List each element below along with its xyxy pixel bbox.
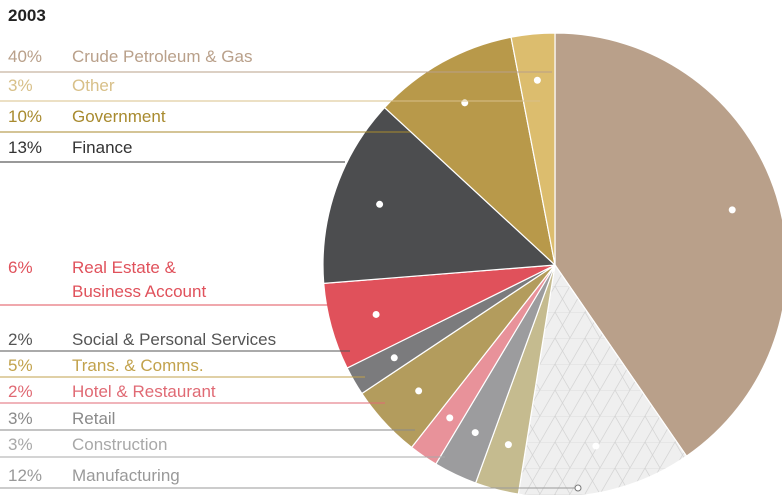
legend-percent: 3%: [8, 76, 33, 95]
pie-slice: [322, 106, 557, 285]
slice-dot: [446, 414, 454, 422]
legend-label: Social & Personal Services: [72, 330, 277, 349]
slice-dot: [376, 200, 384, 208]
pie-slice: [383, 36, 556, 267]
legend-label: Retail: [72, 409, 116, 428]
legend-percent: 6%: [8, 258, 33, 277]
slice-dot: [415, 387, 423, 395]
legend-percent: 3%: [8, 409, 33, 428]
leader-end: [574, 484, 582, 492]
legend-label: Other: [72, 76, 115, 95]
slice-dot: [504, 441, 512, 449]
legend-percent: 5%: [8, 356, 33, 375]
slice-dot: [533, 76, 541, 84]
legend-label: Construction: [72, 435, 168, 454]
slice-dot: [372, 310, 380, 318]
slice-dot: [592, 442, 600, 450]
legend-percent: 40%: [8, 47, 43, 66]
legend-percent: 2%: [8, 330, 33, 349]
legend-label: Manufacturing: [72, 466, 180, 485]
slice-dot: [471, 429, 479, 437]
pie-slice: [554, 32, 782, 457]
slice-dot: [728, 206, 736, 214]
legend-label: Real Estate & Business Account: [72, 258, 207, 301]
legend-label: Hotel & Restaurant: [72, 382, 216, 401]
chart-title: 2003: [8, 6, 46, 25]
slice-dot: [461, 99, 469, 107]
legend-label: Trans. & Comms.: [72, 356, 204, 375]
slice-dot: [390, 354, 398, 362]
legend-percent: 2%: [8, 382, 33, 401]
legend-percent: 12%: [8, 466, 43, 485]
legend-percent: 13%: [8, 138, 43, 157]
pie-slice: [517, 263, 688, 495]
legend-percent: 3%: [8, 435, 33, 454]
legend-percent: 10%: [8, 107, 43, 126]
legend-label: Government: [72, 107, 166, 126]
legend-label: Finance: [72, 138, 133, 157]
pie-slice: [510, 32, 556, 266]
legend-label: Crude Petroleum & Gas: [72, 47, 253, 66]
